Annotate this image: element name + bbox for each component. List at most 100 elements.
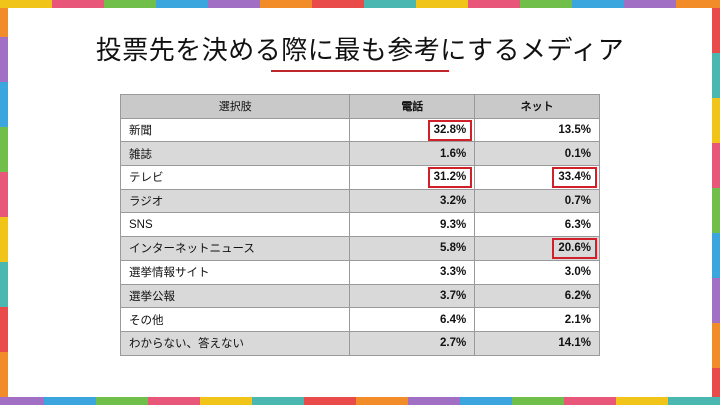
frame-segment [104, 0, 156, 8]
media-table: 選択肢 電話 ネット 新聞 32.8% 13.5% 雑誌 1.6% 0.1% テレビ 31.2… [119, 94, 600, 356]
frame-segment [712, 278, 720, 323]
row-label: 新聞 [119, 117, 351, 143]
frame-segment [52, 0, 104, 8]
row-net-value: 14.1% [474, 330, 600, 356]
table-row: 雑誌 1.6% 0.1% [119, 141, 600, 167]
table-row: 選挙情報サイト 3.3% 3.0% [119, 259, 600, 285]
frame-segment [260, 0, 312, 8]
header-option: 選択肢 [119, 94, 351, 119]
row-label: SNS [119, 212, 351, 238]
frame-segment [208, 0, 260, 8]
table-body: 新聞 32.8% 13.5% 雑誌 1.6% 0.1% テレビ 31.2% 33.4% ラジオ 3.… [119, 117, 600, 356]
frame-segment [0, 307, 8, 352]
value-text: 6.4% [439, 313, 467, 326]
row-phone-value: 3.3% [349, 259, 476, 285]
row-label: 選挙公報 [119, 283, 351, 309]
table-row: インターネットニュース 5.8% 20.6% [119, 236, 600, 261]
frame-segment [616, 397, 668, 405]
frame-segment [712, 53, 720, 98]
frame-segment [252, 397, 304, 405]
row-phone-value: 5.8% [349, 236, 476, 261]
frame-segment [408, 397, 460, 405]
row-phone-value: 32.8% [349, 117, 476, 143]
row-net-value: 6.2% [474, 283, 600, 309]
row-net-value: 3.0% [474, 259, 600, 285]
row-net-value: 6.3% [474, 212, 600, 238]
frame-segment [712, 143, 720, 188]
row-label: 雑誌 [119, 141, 351, 167]
table-row: テレビ 31.2% 33.4% [119, 165, 600, 190]
row-label: ラジオ [119, 188, 351, 214]
frame-segment [44, 397, 96, 405]
frame-segment [0, 352, 8, 397]
frame-segment [0, 262, 8, 307]
frame-segment [668, 397, 720, 405]
value-text: 1.6% [439, 147, 467, 160]
table-row: ラジオ 3.2% 0.7% [119, 188, 600, 214]
table-row: 新聞 32.8% 13.5% [119, 117, 600, 143]
frame-segment [304, 397, 356, 405]
row-net-value: 13.5% [474, 117, 600, 143]
frame-segment [0, 127, 8, 172]
frame-segment [712, 368, 720, 397]
frame-segment [624, 0, 676, 8]
row-phone-value: 31.2% [349, 165, 476, 190]
highlighted-value: 31.2% [427, 166, 473, 188]
value-text: 14.1% [558, 337, 591, 350]
frame-segment [0, 82, 8, 127]
slide-title: 投票先を決める際に最も参考にするメディア [95, 36, 625, 66]
value-text: 6.2% [564, 289, 591, 302]
table-header-row: 選択肢 電話 ネット [119, 94, 600, 119]
value-text: 13.5% [558, 124, 591, 137]
frame-segment [712, 8, 720, 53]
frame-segment [676, 0, 720, 8]
frame-segment [0, 0, 52, 8]
row-phone-value: 2.7% [349, 330, 476, 356]
row-phone-value: 3.7% [349, 283, 476, 309]
frame-segment [572, 0, 624, 8]
highlighted-value: 33.4% [552, 166, 597, 188]
value-text: 6.3% [564, 218, 591, 231]
value-text: 3.3% [439, 266, 467, 279]
frame-segment [0, 8, 8, 37]
frame-segment [460, 397, 512, 405]
frame-segment [0, 37, 8, 82]
value-text: 3.2% [439, 195, 467, 208]
frame-segment [364, 0, 416, 8]
frame-segment [564, 397, 616, 405]
value-text: 2.7% [439, 337, 467, 350]
frame-segment [96, 397, 148, 405]
row-phone-value: 6.4% [349, 307, 476, 332]
frame-segment [468, 0, 520, 8]
highlighted-value: 32.8% [427, 119, 473, 141]
frame-segment [312, 0, 364, 8]
frame-segment [156, 0, 208, 8]
frame-segment [356, 397, 408, 405]
value-text: 9.3% [439, 218, 467, 231]
table-row: わからない、答えない 2.7% 14.1% [119, 330, 600, 356]
frame-segment [416, 0, 468, 8]
row-phone-value: 3.2% [349, 188, 476, 214]
table-row: 選挙公報 3.7% 6.2% [119, 283, 600, 309]
row-net-value: 33.4% [474, 165, 600, 190]
row-net-value: 0.7% [474, 188, 600, 214]
highlighted-value: 20.6% [552, 237, 597, 259]
row-label: インターネットニュース [119, 236, 351, 261]
row-label: わからない、答えない [119, 330, 351, 356]
row-label: テレビ [119, 165, 351, 190]
table-row: SNS 9.3% 6.3% [119, 212, 600, 238]
row-label: 選挙情報サイト [119, 259, 351, 285]
frame-segment [0, 397, 44, 405]
title-underline [271, 70, 449, 72]
frame-segment [512, 397, 564, 405]
value-text: 0.7% [564, 195, 591, 208]
frame-segment [200, 397, 252, 405]
header-phone: 電話 [349, 94, 476, 119]
value-text: 0.1% [564, 147, 591, 160]
frame-segment [148, 397, 200, 405]
row-phone-value: 1.6% [349, 141, 476, 167]
value-text: 2.1% [564, 313, 591, 326]
row-net-value: 20.6% [474, 236, 600, 261]
frame-segment [712, 98, 720, 143]
frame-segment [712, 188, 720, 233]
